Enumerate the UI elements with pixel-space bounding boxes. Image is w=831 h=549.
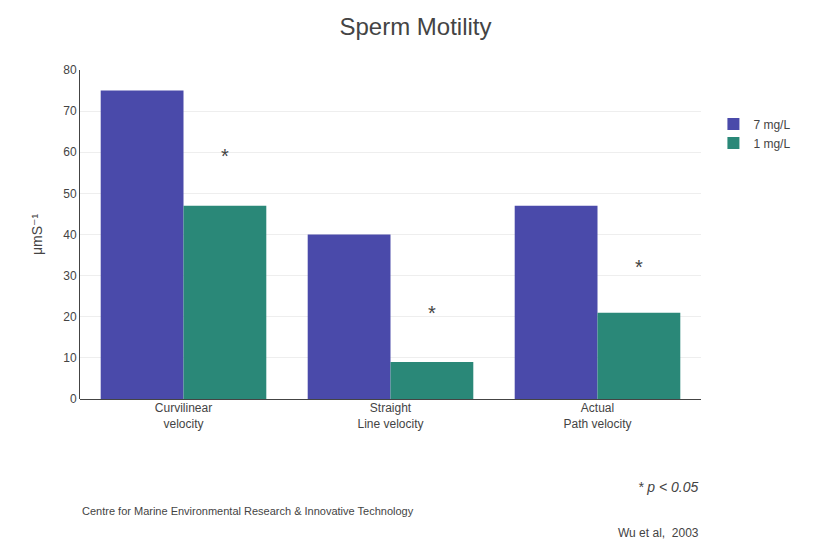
svg-text:Centre for Marine Environmenta: Centre for Marine Environmental Research… [82, 505, 414, 517]
svg-text:ActualPath velocity: ActualPath velocity [563, 401, 631, 431]
svg-text:*: * [428, 302, 436, 324]
svg-text:StraightLine velocity: StraightLine velocity [357, 401, 423, 431]
svg-text:0: 0 [70, 392, 77, 406]
svg-text:7 mg/L: 7 mg/L [753, 118, 790, 132]
svg-text:Sperm Motility: Sperm Motility [339, 13, 491, 40]
svg-text:30: 30 [63, 269, 77, 283]
svg-text:*: * [221, 145, 229, 167]
svg-text:20: 20 [63, 310, 77, 324]
svg-text:10: 10 [63, 351, 77, 365]
svg-text:1 mg/L: 1 mg/L [753, 137, 790, 151]
svg-text:* p < 0.05: * p < 0.05 [638, 479, 699, 495]
svg-text:80: 80 [63, 63, 77, 77]
svg-text:60: 60 [63, 145, 77, 159]
svg-text:Curvilinearvelocity: Curvilinearvelocity [155, 401, 212, 431]
svg-text:*: * [635, 256, 643, 278]
svg-text:70: 70 [63, 104, 77, 118]
svg-text:μmS⁻¹: μmS⁻¹ [29, 214, 45, 255]
svg-text:40: 40 [63, 228, 77, 242]
svg-text:Wu et al, 2003: Wu et al, 2003 [618, 526, 699, 540]
svg-text:50: 50 [63, 187, 77, 201]
